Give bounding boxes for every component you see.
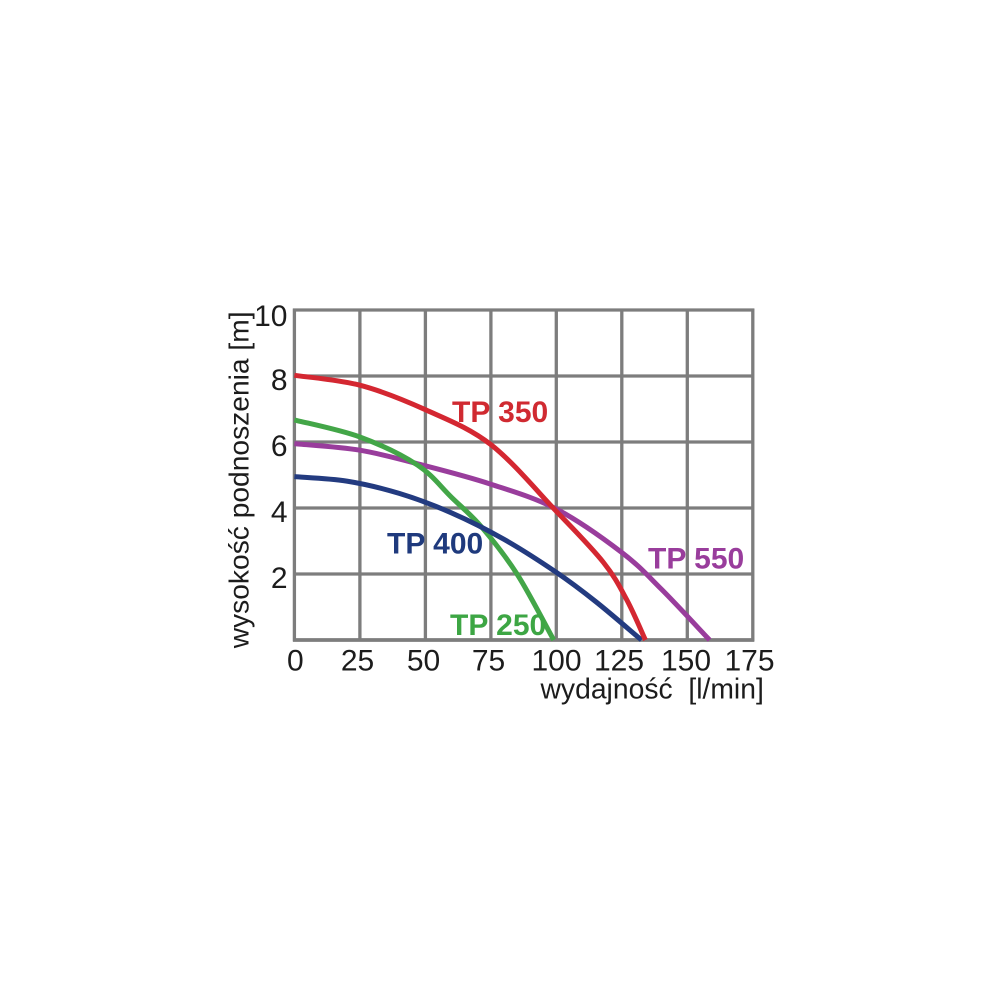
svg-text:175: 175 (724, 645, 774, 678)
svg-text:2: 2 (271, 562, 288, 595)
svg-text:TP 550: TP 550 (648, 543, 744, 576)
svg-text:TP 250: TP 250 (450, 609, 546, 642)
svg-text:wysokość podnoszenia [m]: wysokość podnoszenia [m] (223, 311, 255, 649)
svg-text:0: 0 (287, 645, 304, 678)
svg-text:4: 4 (271, 496, 288, 529)
svg-text:10: 10 (254, 300, 287, 333)
svg-text:TP 350: TP 350 (452, 396, 548, 429)
svg-text:50: 50 (407, 645, 440, 678)
svg-text:wydajność [l/min]: wydajność [l/min] (540, 673, 764, 705)
svg-text:6: 6 (271, 430, 288, 463)
svg-text:TP 400: TP 400 (387, 528, 483, 561)
svg-text:100: 100 (531, 645, 581, 678)
svg-text:75: 75 (472, 645, 505, 678)
svg-text:8: 8 (271, 364, 288, 397)
svg-text:150: 150 (661, 645, 711, 678)
svg-text:25: 25 (341, 645, 374, 678)
svg-text:125: 125 (594, 645, 644, 678)
